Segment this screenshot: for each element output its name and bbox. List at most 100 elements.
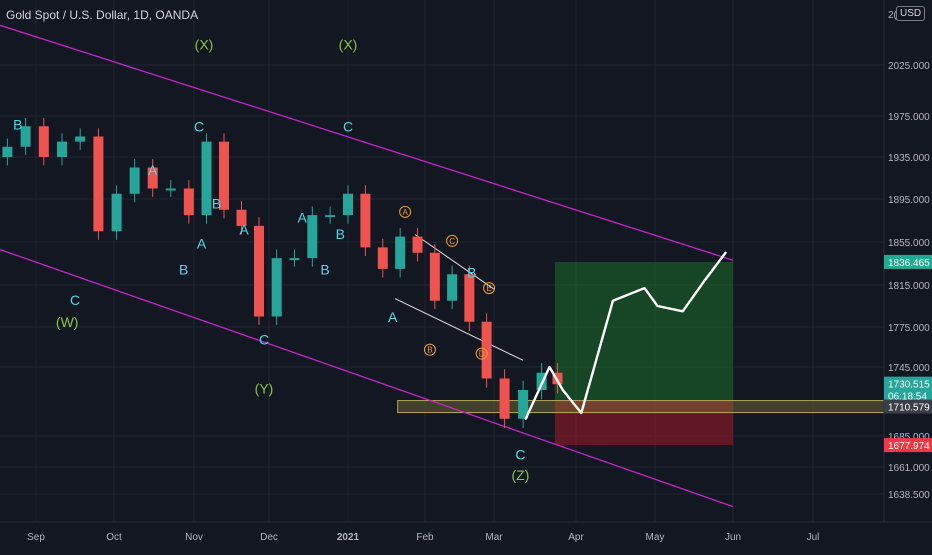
support-band [397,400,885,414]
candle-body [447,274,458,301]
time-axis-tick: Apr [568,532,584,543]
wedge-lower-line [394,298,524,361]
sub-wave-marker [399,205,412,218]
candle-body [395,236,406,269]
target-zone [554,261,733,401]
wave-label: A [148,162,158,178]
candle-body [147,167,158,189]
price-axis-tick: 2025.000 [888,61,930,72]
price-axis-tick: 1855.000 [888,238,930,249]
current-price-tag [884,376,932,403]
candle-body [93,136,104,232]
candle-body [183,188,194,216]
price-axis-tick: 1661.000 [888,463,930,474]
wave-label: (X) [195,37,214,53]
support-price-tag [884,399,932,414]
sub-wave-label: D [479,350,485,359]
time-axis-tick: 2021 [337,532,360,543]
wave-label: B [13,116,22,132]
stop-price-label: 1677.974 [888,441,930,452]
candle-body [289,258,300,261]
wave-label: (Y) [255,380,274,396]
sub-wave-label: B [427,346,432,355]
support-price-label: 1710.579 [888,403,930,414]
price-axis-tick: 1895.000 [888,195,930,206]
wave-label: A [239,221,249,237]
stop-price-tag [884,438,932,453]
wave-label: B [336,226,345,242]
sub-wave-label: C [449,237,455,246]
time-axis-tick: Oct [106,532,122,543]
sub-wave-marker [475,347,488,360]
stop-zone [554,400,733,446]
price-axis-tick: 1745.000 [888,363,930,374]
wave-label: (X) [339,37,358,53]
candle-body [57,141,67,157]
candle-body [75,136,86,142]
wedge-upper-line [414,234,495,290]
time-axis-tick: Dec [260,532,278,543]
time-axis-tick: Nov [185,532,203,543]
wave-label: C [259,331,269,347]
candle-body [201,141,212,216]
candle-body [129,167,140,194]
sub-wave-marker [483,282,496,295]
candle-body [412,236,423,253]
price-axis-tick: 1815.000 [888,281,930,292]
wave-label: A [297,210,307,226]
projection-path [524,251,727,420]
target-price-label: 1836.465 [888,258,930,269]
time-axis-tick: Jul [807,532,820,543]
candle-body [360,193,371,248]
candle-body [499,378,510,419]
time-axis-tick: Feb [416,532,434,543]
candle-body [307,215,318,259]
time-axis-tick: Mar [485,532,503,543]
time-axis-tick: Jun [725,532,741,543]
candle-body [165,188,176,191]
candle-body [271,258,282,317]
candle-body [254,225,264,317]
candle-body [481,321,492,379]
price-axis-tick: 1935.000 [888,153,930,164]
currency-button[interactable]: USD [896,6,926,21]
wave-label: A [197,235,207,251]
candle-body [377,247,388,269]
candle-body [20,126,31,147]
wave-label: B [320,261,329,277]
target-price-tag [884,254,932,269]
channel-lower-line [0,248,734,508]
countdown-label: 06:18:54 [888,392,927,403]
candle-body [219,141,229,210]
wave-label: C [343,118,353,134]
time-axis-tick: Sep [27,532,45,543]
time-axis-tick: May [646,532,665,543]
sub-wave-marker [423,343,436,356]
price-axis-tick: 1685.000 [888,432,930,443]
wave-label: A [388,309,398,325]
candle-body [111,193,122,232]
current-price-label: 1730.515 [888,380,930,391]
candle-body [343,193,353,216]
candle-body [2,146,13,157]
candle-body [518,390,529,419]
candle-body [429,252,440,301]
sub-wave-label: A [402,208,408,217]
candle-body [236,209,247,226]
candle-body [325,215,336,218]
wave-label: B [179,261,188,277]
candle-body [464,274,475,322]
wave-label: (W) [56,314,79,330]
price-axis-tick: 1975.000 [888,112,930,123]
price-axis-tick: 1775.000 [888,323,930,334]
wave-label: C [194,118,204,134]
wave-label: C [515,446,525,462]
sub-wave-marker [446,234,459,247]
chart-title: Gold Spot / U.S. Dollar, 1D, OANDA [6,8,199,22]
wave-label: B [467,264,476,280]
wave-label: C [70,292,80,308]
wave-label: (Z) [512,467,530,483]
sub-wave-label: E [486,284,491,293]
